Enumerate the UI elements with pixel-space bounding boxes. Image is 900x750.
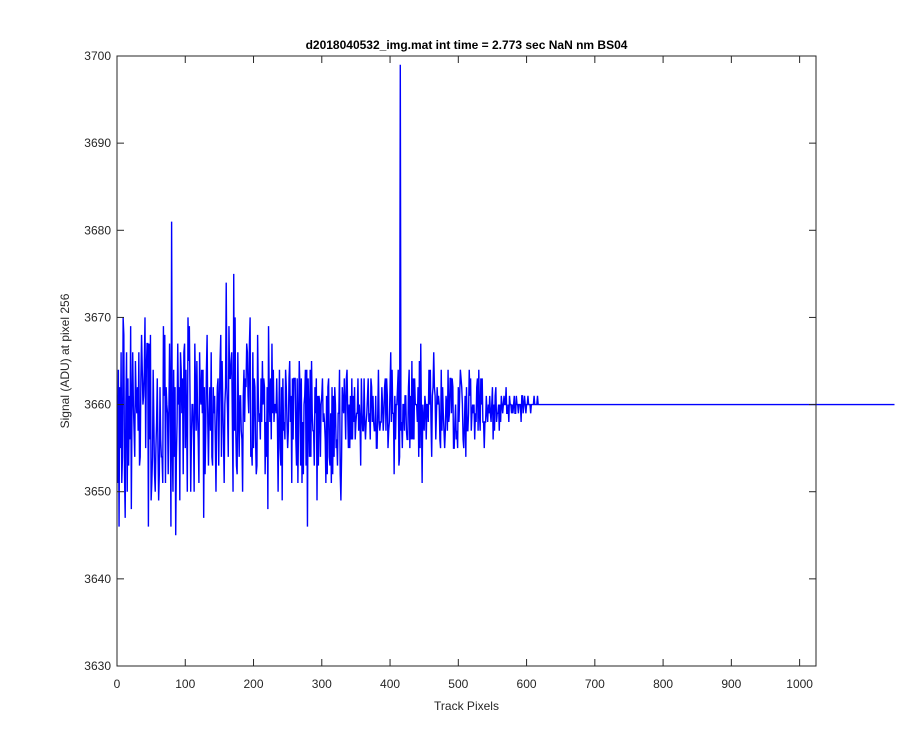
y-tick-label-3640: 3640	[84, 572, 111, 586]
y-tick-label-3650: 3650	[84, 485, 111, 499]
x-tick-label-900: 900	[721, 677, 741, 691]
y-tick-label-3700: 3700	[84, 49, 111, 63]
x-tick-label-500: 500	[448, 677, 468, 691]
x-tick-label-400: 400	[380, 677, 400, 691]
x-tick-label-0: 0	[114, 677, 121, 691]
x-tick-label-300: 300	[312, 677, 332, 691]
series-line-1	[116, 64, 895, 536]
x-tick-label-100: 100	[175, 677, 195, 691]
x-tick-label-700: 700	[585, 677, 605, 691]
y-tick-label-3680: 3680	[84, 223, 111, 237]
x-axis-label: Track Pixels	[434, 699, 499, 713]
x-tick-label-800: 800	[653, 677, 673, 691]
x-tick-label-600: 600	[517, 677, 537, 691]
data-layer	[116, 64, 895, 536]
y-tick-label-3660: 3660	[84, 398, 111, 412]
tick-layer: 0 100 200 300 400 500 600 700 800 900 1000 3630 3640…	[84, 49, 816, 691]
y-axis-label: Signal (ADU) at pixel 256	[58, 293, 72, 428]
chart-title: d2018040532_img.mat int time = 2.773 sec…	[306, 38, 628, 52]
x-tick-label-200: 200	[244, 677, 264, 691]
y-tick-label-3690: 3690	[84, 136, 111, 150]
axes-box	[116, 55, 817, 667]
y-tick-label-3670: 3670	[84, 310, 111, 324]
x-tick-label-1000: 1000	[786, 677, 813, 691]
y-tick-label-3630: 3630	[84, 659, 111, 673]
